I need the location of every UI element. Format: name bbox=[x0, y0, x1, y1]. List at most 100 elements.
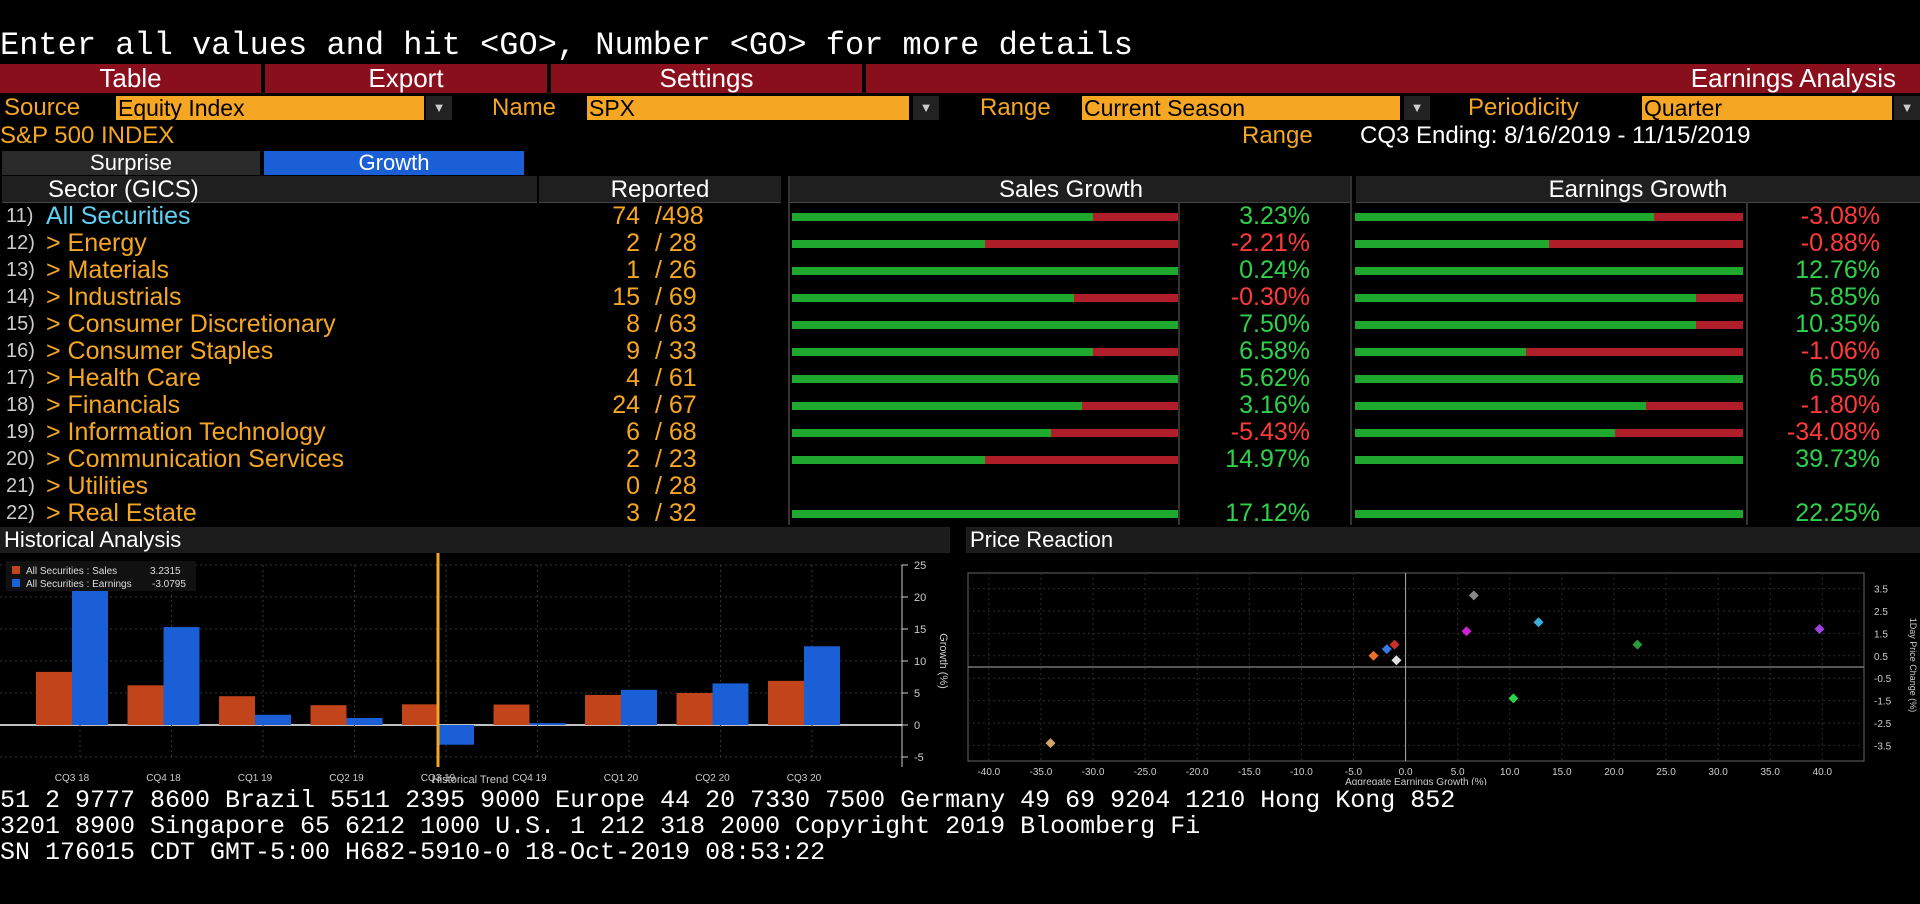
sector-name[interactable]: > Communication Services bbox=[46, 445, 345, 473]
sales-bar-cq1-19[interactable] bbox=[219, 696, 255, 725]
table-row[interactable]: 19) > Information Technology 6 / 68 -5.43% -3… bbox=[0, 419, 1920, 446]
table-row[interactable]: 16) > Consumer Staples 9 / 33 6.58% -1.06% bbox=[0, 338, 1920, 365]
x-tick-label: CQ2 19 bbox=[329, 773, 364, 784]
scatter-point[interactable] bbox=[1508, 693, 1519, 704]
scatter-point[interactable] bbox=[1468, 590, 1479, 601]
sales-bar-cq1-20[interactable] bbox=[585, 694, 621, 725]
earnings-growth-value: 10.35% bbox=[1795, 310, 1880, 338]
tab-surprise[interactable]: Surprise bbox=[2, 151, 260, 175]
x-tick-label: 20.0 bbox=[1604, 767, 1624, 778]
total-count: / 61 bbox=[655, 364, 697, 392]
x-tick-label: 35.0 bbox=[1760, 767, 1780, 778]
settings-menu-button[interactable]: Settings bbox=[551, 64, 866, 93]
scatter-point[interactable] bbox=[1533, 617, 1544, 628]
earnings-bar-cq4-18[interactable] bbox=[163, 627, 200, 725]
periodicity-field[interactable]: Quarter bbox=[1642, 96, 1892, 120]
table-row[interactable]: 20) > Communication Services 2 / 23 14.97% 39… bbox=[0, 446, 1920, 473]
sector-name[interactable]: > Real Estate bbox=[46, 499, 197, 527]
table-row[interactable]: 11) All Securities 74/498 3.23% -3.08% bbox=[0, 203, 1920, 230]
row-number: 17) bbox=[6, 367, 35, 389]
scatter-point[interactable] bbox=[1461, 626, 1472, 637]
sales-bar-cq4-19[interactable] bbox=[493, 704, 530, 725]
earnings-bar-cq3-19[interactable] bbox=[438, 725, 474, 745]
legend-sales-value: 3.2315 bbox=[150, 566, 181, 577]
earnings-bar-cq2-19[interactable] bbox=[346, 717, 383, 725]
earnings-growth-header[interactable]: Earnings Growth bbox=[1356, 176, 1920, 203]
table-row[interactable]: 15) > Consumer Discretionary 8 / 63 7.50% 10.… bbox=[0, 311, 1920, 338]
sector-name[interactable]: > Energy bbox=[46, 229, 147, 257]
table-row[interactable]: 12) > Energy 2 / 28 -2.21% -0.88% bbox=[0, 230, 1920, 257]
sales-growth-value: -5.43% bbox=[1230, 418, 1310, 446]
scatter-point[interactable] bbox=[1045, 738, 1056, 749]
table-row[interactable]: 22) > Real Estate 3 / 32 17.12% 22.25% bbox=[0, 500, 1920, 527]
ticker-line-1: 51 2 9777 8600 Brazil 5511 2395 9000 Eur… bbox=[0, 788, 1456, 814]
sector-name[interactable]: > Information Technology bbox=[46, 418, 326, 446]
price-reaction-chart[interactable]: -40.0 -35.0 -30.0 -25.0 -20.0 -15.0 -10.0 -5.0 0… bbox=[960, 553, 1920, 785]
sales-bar-cq3-20[interactable] bbox=[768, 680, 804, 725]
table-row[interactable]: 14) > Industrials 15 / 69 -0.30% 5.85% bbox=[0, 284, 1920, 311]
scatter-point[interactable] bbox=[1381, 644, 1392, 655]
sales-bar-cq3-19[interactable] bbox=[402, 704, 438, 725]
earnings-bar-cq3-20[interactable] bbox=[804, 646, 840, 725]
scatter-point[interactable] bbox=[1368, 650, 1379, 661]
sales-growth-bar-green bbox=[792, 375, 1178, 383]
sector-name[interactable]: > Health Care bbox=[46, 364, 201, 392]
sector-name[interactable]: > Consumer Staples bbox=[46, 337, 274, 365]
command-line[interactable]: Enter all values and hit <GO>, Number <G… bbox=[0, 28, 1133, 64]
export-menu-button[interactable]: Export bbox=[265, 64, 551, 93]
earnings-growth-bar-green bbox=[1355, 348, 1526, 356]
name-field[interactable]: SPX bbox=[587, 96, 909, 120]
sector-name[interactable]: > Materials bbox=[46, 256, 169, 284]
sector-name[interactable]: > Consumer Discretionary bbox=[46, 310, 336, 338]
table-row[interactable]: 13) > Materials 1 / 26 0.24% 12.76% bbox=[0, 257, 1920, 284]
sector-name[interactable]: > Financials bbox=[46, 391, 181, 419]
y-tick-label: 0.5 bbox=[1874, 652, 1888, 663]
scatter-point[interactable] bbox=[1391, 655, 1402, 666]
earnings-growth-bar-red bbox=[1646, 402, 1743, 410]
sales-growth-value: 7.50% bbox=[1239, 310, 1310, 338]
sales-bar-cq2-20[interactable] bbox=[676, 693, 713, 725]
sector-name[interactable]: > Utilities bbox=[46, 472, 149, 500]
periodicity-dropdown-icon[interactable]: ▼ bbox=[1894, 96, 1920, 120]
range-field[interactable]: Current Season bbox=[1082, 96, 1400, 120]
scatter-point[interactable] bbox=[1389, 639, 1400, 650]
table-menu-button[interactable]: Table bbox=[0, 64, 265, 93]
earnings-bar-cq2-20[interactable] bbox=[712, 683, 749, 725]
sector-name[interactable]: All Securities bbox=[46, 202, 191, 230]
earnings-bar-cq3-18[interactable] bbox=[72, 568, 108, 725]
tab-growth[interactable]: Growth bbox=[264, 151, 524, 175]
sales-growth-bar-green bbox=[792, 456, 985, 464]
table-row[interactable]: 18) > Financials 24 / 67 3.16% -1.80% bbox=[0, 392, 1920, 419]
y-axis-label: 1Day Price Change (%) bbox=[1908, 618, 1918, 713]
sector-header[interactable]: Sector (GICS) bbox=[2, 176, 537, 203]
sales-bar-cq3-18[interactable] bbox=[36, 671, 72, 725]
scatter-point[interactable] bbox=[1632, 639, 1643, 650]
x-tick-label: 0.0 bbox=[1399, 767, 1413, 778]
earnings-bar-cq4-19[interactable] bbox=[529, 723, 566, 725]
growth-table: Sector (GICS) Reported Sales Growth Earn… bbox=[0, 176, 1920, 527]
sales-growth-header[interactable]: Sales Growth bbox=[790, 176, 1352, 203]
sales-bar-cq4-18[interactable] bbox=[127, 685, 164, 725]
earnings-growth-bar-red bbox=[1654, 213, 1743, 221]
scatter-point[interactable] bbox=[1814, 623, 1825, 634]
sector-name[interactable]: > Industrials bbox=[46, 283, 182, 311]
source-field[interactable]: Equity Index bbox=[116, 96, 424, 120]
table-row[interactable]: 17) > Health Care 4 / 61 5.62% 6.55% bbox=[0, 365, 1920, 392]
y-axis-label: Growth (%) bbox=[937, 633, 949, 689]
range-dropdown-icon[interactable]: ▼ bbox=[1404, 96, 1430, 120]
earnings-bar-cq1-19[interactable] bbox=[255, 714, 291, 725]
sales-bar-cq2-19[interactable] bbox=[310, 705, 347, 725]
x-tick-label: CQ3 20 bbox=[787, 773, 822, 784]
historical-analysis-chart[interactable]: -5 0 5 10 15 20 25 CQ3 18 CQ4 18 CQ1 19 CQ2 19 CQ3 … bbox=[0, 553, 950, 785]
source-dropdown-icon[interactable]: ▼ bbox=[426, 96, 452, 120]
y-tick-label: 1.5 bbox=[1874, 629, 1888, 640]
earnings-growth-bar-green bbox=[1355, 267, 1743, 275]
table-row[interactable]: 21) > Utilities 0 / 28 bbox=[0, 473, 1920, 500]
name-dropdown-icon[interactable]: ▼ bbox=[913, 96, 939, 120]
total-count: /498 bbox=[655, 202, 704, 230]
earnings-growth-value: -1.80% bbox=[1800, 391, 1880, 419]
sales-growth-bar-red bbox=[1051, 429, 1178, 437]
earnings-bar-cq1-20[interactable] bbox=[621, 689, 657, 725]
reported-header[interactable]: Reported bbox=[539, 176, 781, 203]
y-tick-label: 20 bbox=[914, 592, 926, 604]
